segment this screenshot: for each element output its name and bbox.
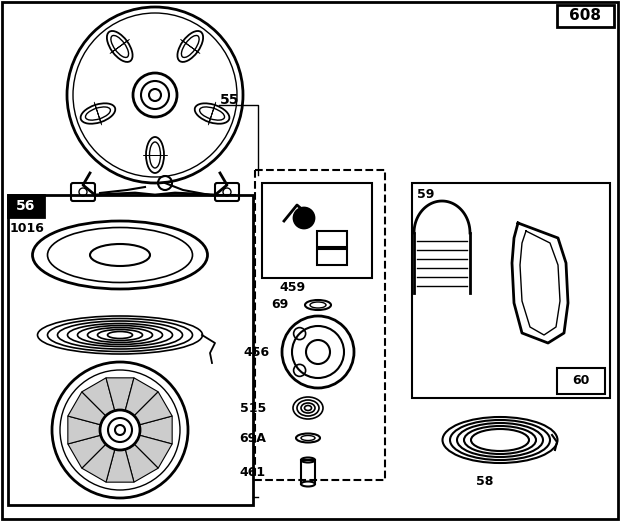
Bar [557, 368, 605, 394]
Circle shape [294, 208, 314, 228]
Polygon shape [68, 435, 106, 468]
Ellipse shape [177, 31, 203, 62]
Ellipse shape [111, 35, 128, 57]
Text: 58: 58 [476, 475, 494, 488]
FancyBboxPatch shape [215, 183, 239, 201]
Bar [317, 231, 347, 247]
Ellipse shape [301, 481, 315, 487]
Bar [557, 5, 614, 27]
Text: 55: 55 [220, 93, 239, 107]
Text: 461: 461 [240, 465, 266, 478]
Text: 456: 456 [244, 345, 270, 358]
Text: 1016: 1016 [10, 222, 45, 235]
Text: 515: 515 [240, 402, 266, 415]
Ellipse shape [195, 103, 229, 124]
Ellipse shape [107, 31, 133, 62]
Polygon shape [68, 392, 106, 425]
Bar [8, 195, 44, 217]
Polygon shape [125, 444, 158, 482]
Ellipse shape [182, 35, 199, 57]
Bar [8, 195, 253, 505]
Polygon shape [106, 449, 134, 482]
Polygon shape [82, 378, 115, 416]
Ellipse shape [81, 103, 115, 124]
Polygon shape [134, 392, 172, 425]
Circle shape [100, 410, 140, 450]
Polygon shape [134, 435, 172, 468]
Ellipse shape [86, 107, 110, 120]
Text: 69A: 69A [239, 431, 266, 444]
Polygon shape [106, 378, 134, 411]
Ellipse shape [200, 107, 224, 120]
Text: 59: 59 [417, 188, 435, 201]
Text: 608: 608 [569, 8, 601, 23]
Text: 60: 60 [572, 375, 590, 388]
Ellipse shape [146, 137, 164, 173]
Ellipse shape [149, 142, 161, 168]
Polygon shape [68, 416, 100, 444]
Polygon shape [125, 378, 158, 416]
Text: 69: 69 [271, 297, 288, 311]
Bar [317, 249, 347, 265]
Polygon shape [82, 444, 115, 482]
Polygon shape [140, 416, 172, 444]
Text: 56: 56 [16, 199, 36, 213]
Bar [301, 460, 315, 484]
Bar [255, 170, 385, 480]
Text: 459: 459 [279, 281, 305, 294]
Bar [412, 183, 610, 398]
FancyBboxPatch shape [71, 183, 95, 201]
Bar [262, 183, 372, 278]
